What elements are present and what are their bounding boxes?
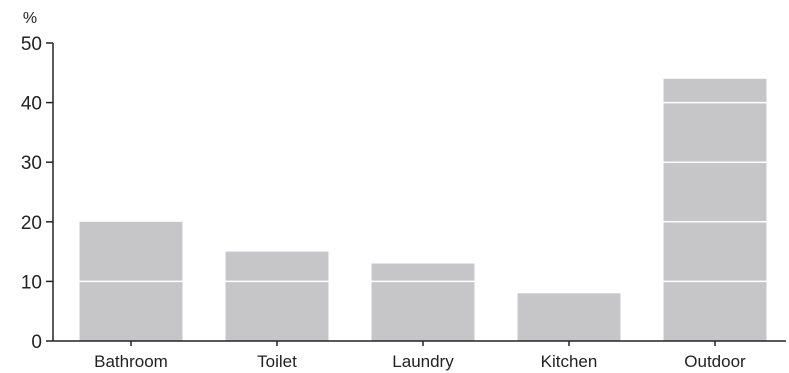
bars [79, 78, 767, 341]
y-tick-label: 0 [31, 332, 42, 353]
y-tick-label: 30 [21, 153, 42, 174]
bar-toilet [225, 251, 329, 341]
bar-outdoor [663, 78, 767, 341]
y-axis-unit-label: % [23, 10, 37, 27]
y-tick-label: 50 [21, 34, 42, 55]
x-category-label: Toilet [257, 352, 297, 371]
x-category-label: Kitchen [541, 352, 598, 371]
x-category-label: Laundry [392, 352, 454, 371]
y-tick-label: 40 [21, 94, 42, 115]
bar-laundry [371, 263, 475, 341]
bar-kitchen [517, 293, 621, 341]
x-category-label: Outdoor [684, 352, 746, 371]
y-axis-ticks: 0 10 20 30 40 50 [21, 34, 53, 353]
y-tick-label: 10 [21, 272, 42, 293]
y-tick-label: 20 [21, 213, 42, 234]
x-category-label: Bathroom [94, 352, 168, 371]
x-axis-labels: Bathroom Toilet Laundry Kitchen Outdoor [94, 341, 746, 371]
